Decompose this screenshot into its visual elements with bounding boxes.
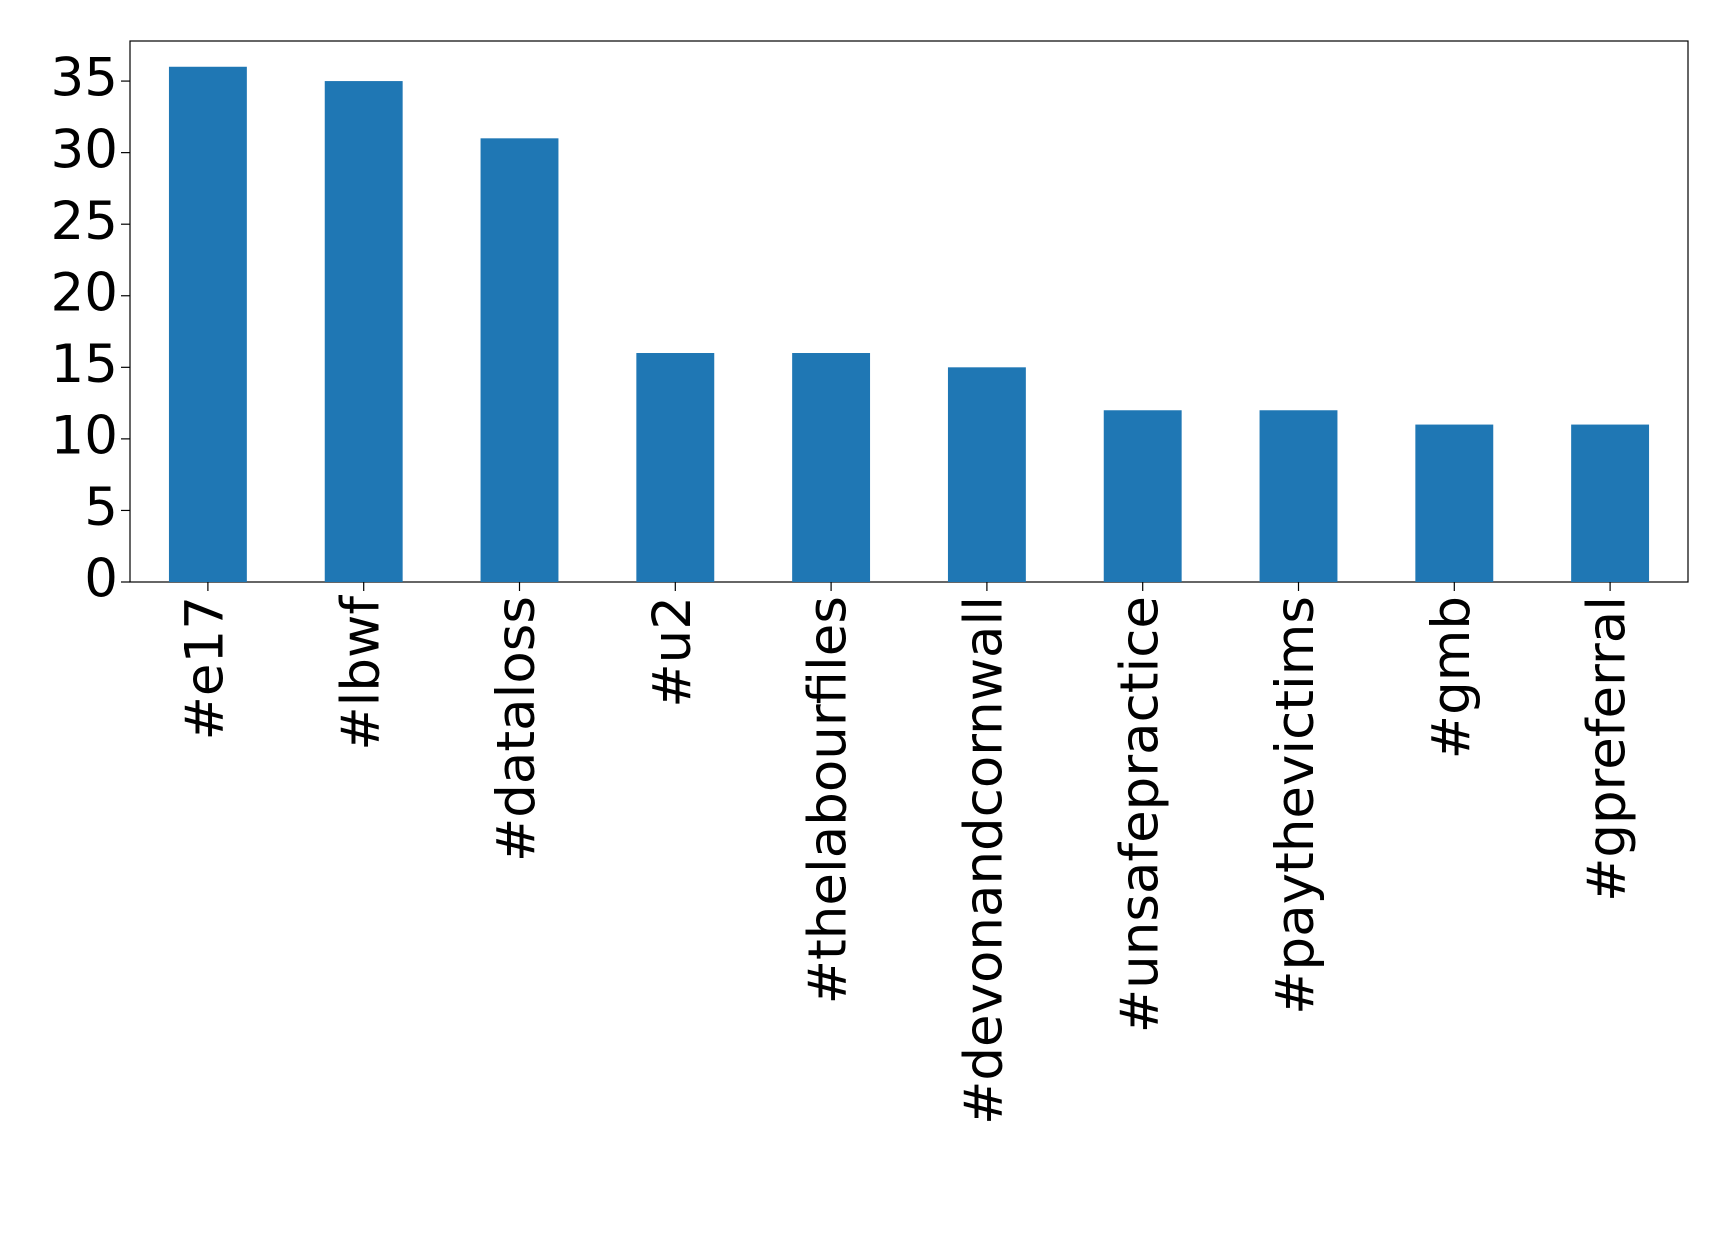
y-tick-label: 5 bbox=[84, 477, 118, 538]
x-tick-label: #gpreferral bbox=[1577, 596, 1638, 902]
x-tick-label: #devonandcornwall bbox=[954, 596, 1015, 1125]
bar bbox=[792, 353, 871, 582]
bar bbox=[947, 367, 1026, 582]
bar bbox=[636, 353, 715, 582]
y-tick-label: 20 bbox=[51, 262, 118, 323]
x-tick-label: #dataloss bbox=[486, 596, 547, 862]
bar bbox=[1415, 424, 1494, 582]
y-tick-label: 25 bbox=[51, 191, 118, 252]
x-tick-label: #lbwf bbox=[330, 595, 391, 751]
y-tick-label: 0 bbox=[84, 549, 118, 610]
y-tick-label: 30 bbox=[51, 119, 118, 180]
bar bbox=[1103, 410, 1182, 582]
x-tick-label: #unsafepractice bbox=[1109, 596, 1170, 1033]
x-tick-label: #thelabourfiles bbox=[798, 596, 859, 1004]
x-tick-label: #paythevictims bbox=[1265, 596, 1326, 1015]
y-tick-label: 10 bbox=[51, 406, 118, 467]
y-tick-label: 35 bbox=[51, 48, 118, 109]
x-tick-label: #u2 bbox=[642, 596, 703, 708]
x-tick-label: #e17 bbox=[175, 596, 236, 740]
bar bbox=[324, 81, 403, 583]
y-tick-label: 15 bbox=[51, 334, 118, 395]
bar bbox=[168, 66, 247, 582]
x-tick-label: #gmb bbox=[1421, 596, 1482, 759]
bar bbox=[1571, 424, 1650, 582]
bar bbox=[1259, 410, 1338, 582]
bar bbox=[480, 138, 559, 582]
plot-frame bbox=[129, 40, 1689, 583]
